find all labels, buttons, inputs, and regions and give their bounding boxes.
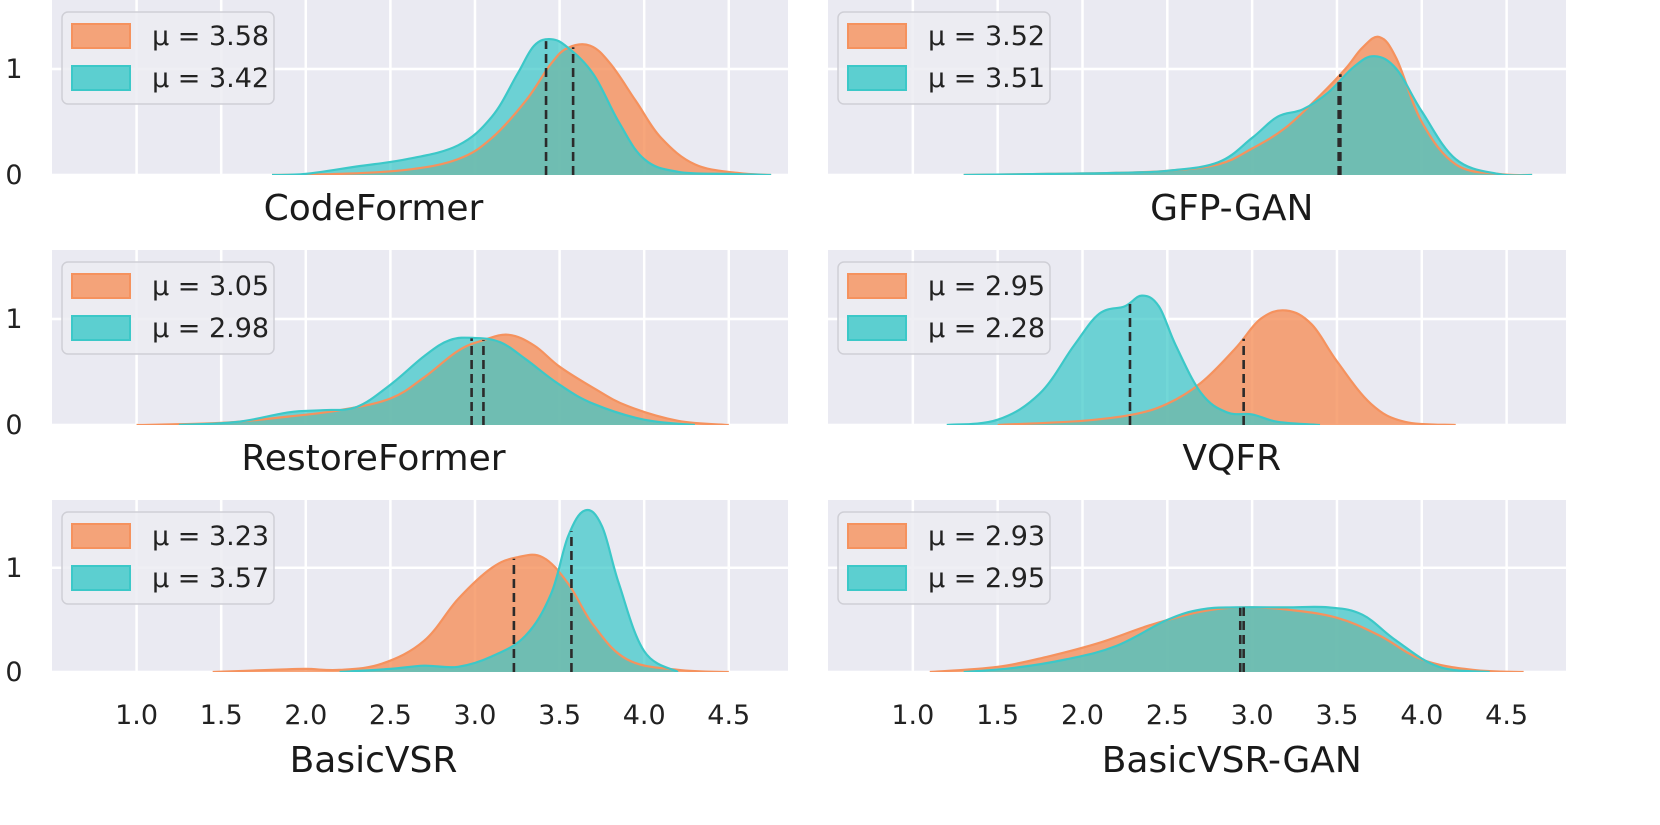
panel-basicvsr-gan: 1.0 1.5 2.0 2.5 3.0 3.5 4.0 4.5 BasicVSR-GAN μ = … [828, 500, 1566, 781]
panel-title: GFP-GAN [1150, 188, 1313, 229]
panel-codeformer: 0 1 CodeFormer μ = 3.58 μ = 3.42 [5, 0, 788, 229]
series-teal-line [178, 336, 696, 425]
legend-label: μ = 3.58 [152, 21, 269, 52]
x-tick-label: 4.0 [623, 700, 666, 731]
legend-label: μ = 3.52 [928, 21, 1045, 52]
series-teal-area [946, 295, 1320, 425]
legend-label: μ = 2.95 [928, 271, 1045, 302]
series-orange-line [136, 333, 729, 425]
series-orange-line [212, 553, 729, 672]
legend-swatch-teal [847, 565, 907, 591]
series-teal-area [963, 606, 1490, 672]
legend-label: μ = 3.57 [152, 563, 269, 594]
y-tick-label: 0 [5, 410, 22, 441]
x-tick-label: 2.0 [284, 700, 327, 731]
legend-label: μ = 2.95 [928, 563, 1045, 594]
x-tick-label: 2.5 [369, 700, 412, 731]
legend-swatch-teal [847, 65, 907, 91]
panel-title: BasicVSR [290, 740, 458, 781]
x-tick-label: 1.5 [200, 700, 243, 731]
legend-swatch-orange [847, 273, 907, 299]
x-tick-label: 3.5 [1315, 700, 1358, 731]
density-areas [946, 294, 1456, 425]
legend-label: μ = 3.23 [152, 521, 269, 552]
y-tick-label: 1 [5, 54, 22, 85]
series-teal-line [946, 294, 1321, 425]
legend-label: μ = 2.98 [152, 313, 269, 344]
x-tick-label: 1.5 [976, 700, 1019, 731]
legend-label: μ = 2.93 [928, 521, 1045, 552]
legend: μ = 2.93 μ = 2.95 [837, 511, 1051, 605]
y-tick-label: 0 [5, 657, 22, 688]
series-teal-line [963, 605, 1490, 672]
y-tick-label: 1 [5, 304, 22, 335]
legend: μ = 3.23 μ = 3.57 [61, 511, 275, 605]
legend-label: μ = 3.42 [152, 63, 269, 94]
density-areas [212, 508, 729, 672]
legend-swatch-orange [71, 23, 131, 49]
series-teal-line [339, 508, 679, 672]
y-tick-label: 0 [5, 160, 22, 191]
legend: μ = 3.52 μ = 3.51 [837, 11, 1051, 105]
panel-gfp-gan: GFP-GAN μ = 3.52 μ = 3.51 [828, 0, 1566, 229]
legend-swatch-teal [71, 315, 131, 341]
legend-swatch-teal [71, 65, 131, 91]
y-tick-label: 1 [5, 553, 22, 584]
legend-swatch-orange [71, 523, 131, 549]
panel-title: VQFR [1182, 438, 1281, 479]
density-areas [929, 605, 1524, 672]
legend-swatch-orange [71, 273, 131, 299]
legend-swatch-orange [847, 23, 907, 49]
panel-vqfr: VQFR μ = 2.95 μ = 2.28 [828, 250, 1566, 479]
legend-swatch-orange [847, 523, 907, 549]
series-teal-line [963, 55, 1533, 175]
x-tick-label: 1.0 [115, 700, 158, 731]
series-teal-area [178, 337, 695, 425]
density-areas [136, 333, 729, 425]
series-orange-line [997, 309, 1456, 425]
series-teal-line [271, 38, 772, 175]
panel-restoreformer: 0 1 RestoreFormer μ = 3.05 μ = 2.98 [5, 250, 788, 479]
x-tick-label: 4.5 [1485, 700, 1528, 731]
x-tick-label: 2.0 [1061, 700, 1104, 731]
legend: μ = 3.58 μ = 3.42 [61, 11, 275, 105]
panel-title: RestoreFormer [241, 438, 505, 479]
x-tick-label: 3.0 [454, 700, 497, 731]
legend-label: μ = 2.28 [928, 313, 1045, 344]
series-teal-area [963, 56, 1533, 175]
legend-swatch-teal [847, 315, 907, 341]
density-areas [963, 35, 1533, 175]
legend-swatch-teal [71, 565, 131, 591]
panel-title: CodeFormer [264, 188, 484, 229]
x-tick-label: 3.0 [1231, 700, 1274, 731]
x-tick-label: 1.0 [891, 700, 934, 731]
x-tick-label: 4.0 [1400, 700, 1443, 731]
panel-title: BasicVSR-GAN [1102, 740, 1362, 781]
panel-basicvsr: 0 1 1.0 1.5 2.0 2.5 3.0 3.5 4.0 4.5 BasicVSR μ = 3.… [5, 500, 788, 781]
legend-label: μ = 3.05 [152, 271, 269, 302]
x-tick-label: 4.5 [707, 700, 750, 731]
legend: μ = 2.95 μ = 2.28 [837, 261, 1051, 355]
legend-label: μ = 3.51 [928, 63, 1045, 94]
x-tick-label: 2.5 [1146, 700, 1189, 731]
x-tick-label: 3.5 [538, 700, 581, 731]
density-areas [271, 38, 772, 175]
legend: μ = 3.05 μ = 2.98 [61, 261, 275, 355]
series-orange-area [997, 310, 1456, 425]
series-teal-area [339, 509, 678, 672]
